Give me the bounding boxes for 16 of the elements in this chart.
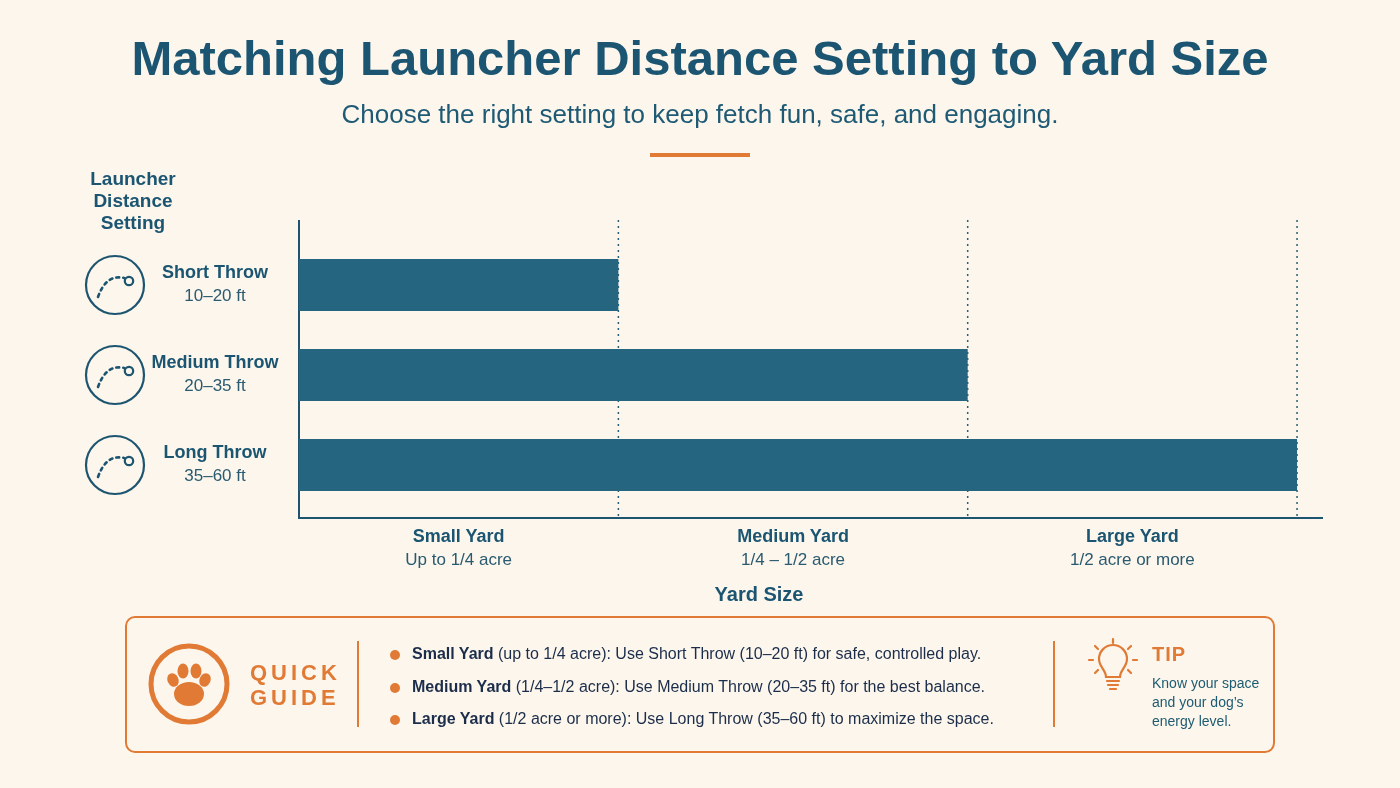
y-axis-title: Launcher Distance Setting <box>89 168 177 234</box>
y-tick-label: Medium Throw 20–35 ft <box>151 352 280 396</box>
text: Small Yard Up to 1/4 acre <box>405 525 513 569</box>
x-axis-title: Yard Size <box>713 583 805 606</box>
text: Know your space and your dog’s energy level. <box>1152 674 1261 731</box>
chart-subtitle: Choose the right setting to keep fetch fun, safe, and engaging. <box>340 99 1060 130</box>
y-tick-label: Long Throw 35–60 ft <box>163 442 268 486</box>
text: Medium Yard (1/4–1/2 acre): Use Medium Throw (20–35 ft) for the best balance. <box>412 677 986 696</box>
text: Large Yard (1/2 acre or more): Use Long Throw (35–60 ft) to maximize the space. <box>412 710 994 728</box>
text: QUICK GUIDE <box>250 660 341 710</box>
text: TIP <box>1152 643 1187 666</box>
chart-title: Matching Launcher Distance Setting to Yard Size <box>130 30 1270 86</box>
y-tick-label: Short Throw 10–20 ft <box>162 262 269 306</box>
text: Large Yard 1/2 acre or more <box>1070 525 1195 569</box>
text: Medium Yard 1/4 – 1/2 acre <box>737 525 849 569</box>
text: Small Yard (up to 1/4 acre): Use Short Throw (10–20 ft) for safe, controlled play. <box>412 645 982 663</box>
